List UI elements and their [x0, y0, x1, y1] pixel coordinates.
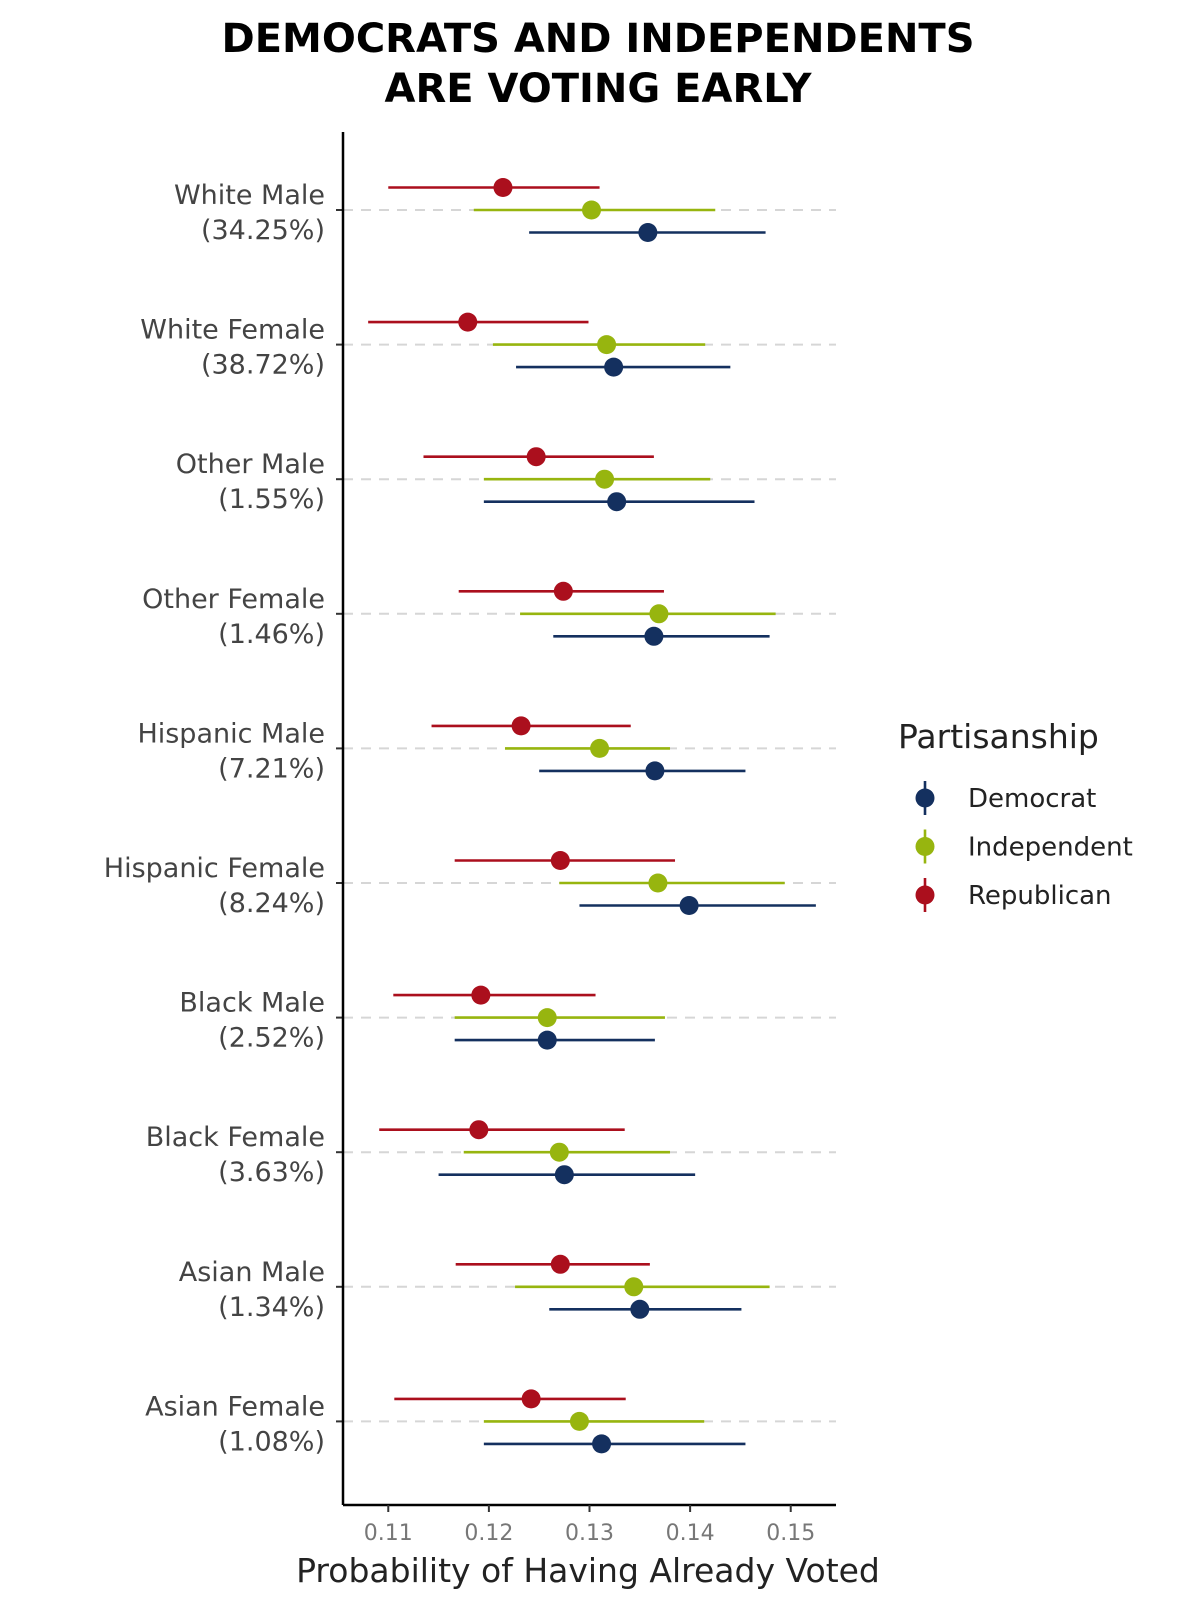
republican-point: [458, 312, 478, 332]
independent-point: [549, 1142, 569, 1162]
y-tick-label: Hispanic Female: [104, 853, 325, 884]
republican-point: [511, 716, 531, 736]
x-tick-label: 0.14: [666, 1521, 715, 1546]
y-tick-label: Hispanic Male: [137, 718, 325, 749]
y-tick-label: White Male: [174, 180, 325, 211]
y-tick-label: Other Female: [142, 584, 325, 615]
independent-point: [597, 335, 617, 355]
republican-point: [471, 985, 491, 1005]
legend-key-republican: [915, 885, 935, 905]
democrat-point: [537, 1030, 557, 1050]
democrat-point: [554, 1165, 574, 1185]
estimate-points: [458, 178, 699, 1454]
legend-title: Partisanship: [898, 717, 1099, 756]
legend: Partisanship Democrat Independent Republic…: [898, 717, 1133, 912]
confidence-intervals: [368, 186, 816, 1446]
y-tick-label-share: (1.55%): [218, 484, 325, 515]
republican-point: [469, 1120, 489, 1140]
chart-title: DEMOCRATS AND INDEPENDENTS ARE VOTING EA…: [221, 16, 974, 112]
y-tick-label-share: (7.21%): [218, 753, 325, 784]
y-tick-label-share: (1.08%): [218, 1426, 325, 1457]
grid-lines: [343, 209, 836, 1423]
chart-title-line-1: DEMOCRATS AND INDEPENDENTS: [221, 16, 974, 62]
y-tick-label-share: (38.72%): [201, 350, 325, 381]
democrat-point: [630, 1299, 650, 1319]
legend-key-independent: [915, 837, 935, 856]
y-tick-label-share: (1.34%): [218, 1292, 325, 1323]
democrat-point: [679, 896, 699, 915]
independent-point: [569, 1411, 589, 1431]
y-tick-label: Asian Male: [179, 1257, 325, 1288]
republican-point: [550, 851, 570, 870]
y-tick-label: White Female: [140, 315, 325, 346]
republican-point: [550, 1254, 570, 1274]
democrat-point: [592, 1434, 612, 1454]
legend-key-democrat: [915, 788, 935, 808]
x-tick-label: 0.15: [766, 1521, 815, 1546]
y-tick-label-share: (3.63%): [218, 1157, 325, 1188]
y-tick-label-share: (34.25%): [201, 215, 325, 246]
republican-point: [493, 178, 513, 197]
y-tick-label-share: (8.24%): [218, 888, 325, 919]
x-tick-label: 0.12: [464, 1521, 513, 1546]
y-tick-label-share: (2.52%): [218, 1023, 325, 1054]
y-tick-label-share: (1.46%): [218, 619, 325, 650]
chart-title-line-2: ARE VOTING EARLY: [385, 66, 813, 112]
x-tick-label: 0.11: [364, 1521, 413, 1546]
legend-label-democrat: Democrat: [968, 784, 1096, 814]
democrat-point: [638, 223, 658, 242]
y-tick-label: Asian Female: [145, 1391, 325, 1422]
legend-label-republican: Republican: [968, 881, 1112, 911]
axes: [341, 132, 836, 1507]
y-tick-label: Other Male: [176, 449, 325, 480]
independent-point: [624, 1277, 644, 1297]
legend-label-independent: Independent: [968, 833, 1133, 863]
y-tick-label: Black Female: [146, 1122, 325, 1153]
republican-point: [521, 1389, 541, 1409]
independent-point: [537, 1008, 557, 1028]
independent-point: [590, 738, 610, 758]
y-axis-labels: White Male (34.25%) White Female (38.72%) Ot…: [104, 180, 325, 1457]
x-axis-ticks: 0.11 0.12 0.13 0.14 0.15: [364, 1505, 815, 1546]
republican-point: [526, 447, 546, 467]
democrat-point: [607, 492, 627, 512]
y-tick-label: Black Male: [179, 988, 325, 1019]
republican-point: [553, 581, 573, 601]
democrat-point: [644, 626, 664, 646]
independent-point: [649, 604, 669, 624]
democrat-point: [645, 761, 665, 781]
independent-point: [648, 873, 668, 893]
x-tick-label: 0.13: [565, 1521, 614, 1546]
democrat-point: [604, 357, 624, 377]
x-axis-title: Probability of Having Already Voted: [296, 1551, 880, 1590]
independent-point: [582, 200, 602, 220]
independent-point: [595, 469, 615, 489]
